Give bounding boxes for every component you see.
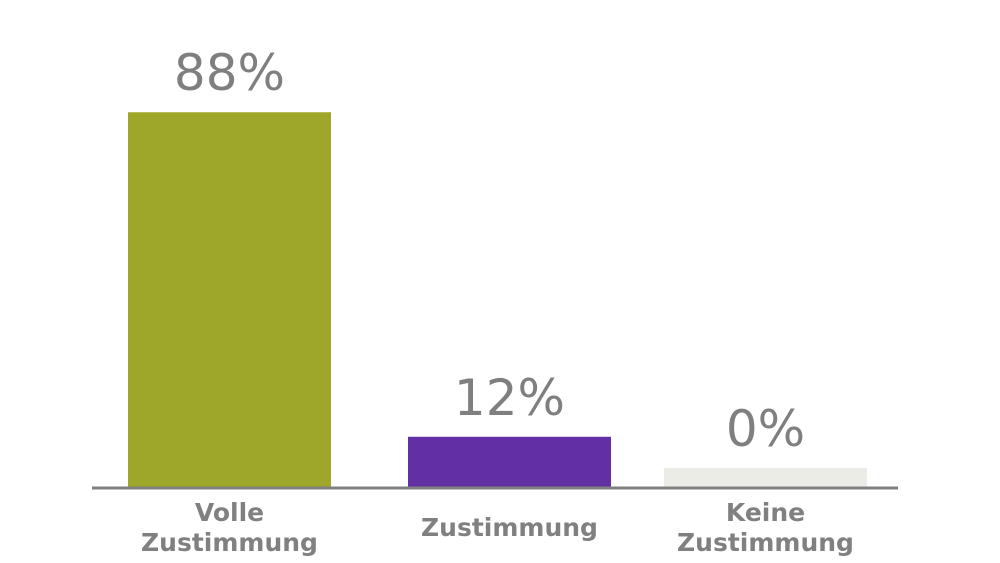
- value-label-keine-zustimmung: 0%: [726, 400, 805, 458]
- bar-volle-zustimmung: [128, 112, 331, 489]
- category-label-line: Volle: [195, 498, 264, 527]
- category-label-keine-zustimmung: Keine Zustimmung: [677, 498, 854, 557]
- bar-zustimmung: [408, 436, 611, 488]
- category-label-volle-zustimmung: Volle Zustimmung: [141, 498, 318, 557]
- value-labels-group: 88% 12% 0%: [174, 44, 805, 458]
- bar-keine-zustimmung: [664, 468, 867, 488]
- value-label-volle-zustimmung: 88%: [174, 44, 285, 102]
- category-label-line: Zustimmung: [677, 528, 854, 557]
- value-label-zustimmung: 12%: [454, 369, 565, 427]
- category-label-line: Zustimmung: [141, 528, 318, 557]
- category-label-line: Zustimmung: [421, 513, 598, 542]
- bars-group: [128, 112, 867, 489]
- category-label-zustimmung: Zustimmung: [421, 513, 598, 542]
- category-label-line: Keine: [726, 498, 805, 527]
